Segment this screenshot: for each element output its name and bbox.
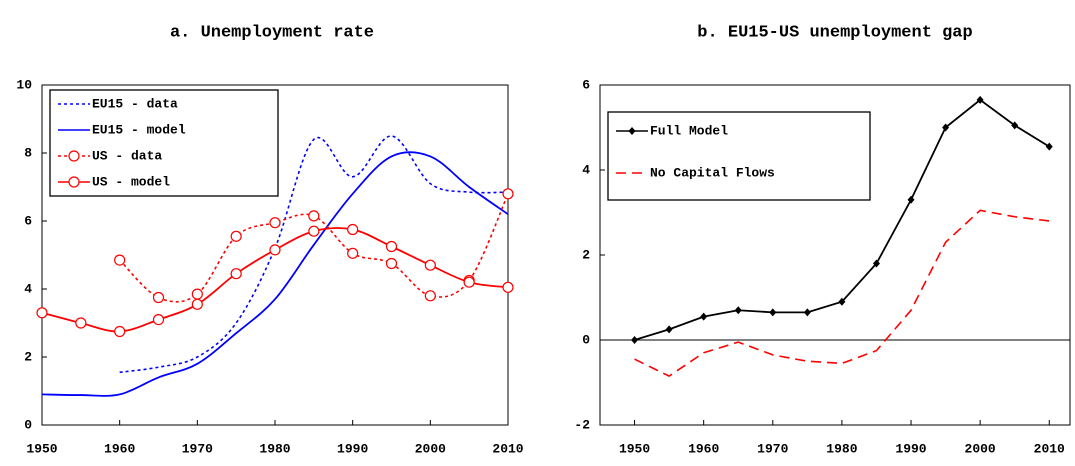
point [769, 308, 777, 317]
y-tick-label: 2 [24, 349, 32, 364]
legend-marker [68, 176, 80, 188]
legend-box [49, 89, 279, 197]
point [152, 314, 165, 326]
x-tick-label: 1950 [619, 441, 650, 456]
y-tick-label: 8 [24, 145, 32, 160]
series-line [41, 151, 509, 397]
point [1045, 142, 1053, 151]
legend-box [607, 111, 871, 201]
point [114, 325, 126, 338]
point [502, 188, 514, 200]
point [75, 317, 87, 329]
point [424, 259, 436, 271]
legend-marker [68, 150, 80, 162]
x-tick-label: 1980 [826, 441, 857, 456]
x-tick-label: 1990 [337, 441, 368, 456]
x-tick-label: 1980 [259, 441, 290, 456]
legend-label: No Capital Flows [650, 165, 775, 180]
point [907, 195, 915, 204]
point [502, 281, 514, 293]
y-tick-label: 2 [582, 247, 590, 262]
point [347, 247, 359, 259]
legend-label: US - model [92, 174, 170, 189]
x-tick-label: 1970 [182, 441, 213, 456]
y-tick-label: 0 [582, 332, 590, 347]
point [734, 306, 742, 315]
point [191, 298, 203, 310]
point [872, 259, 880, 268]
point [114, 254, 126, 266]
point [269, 217, 281, 229]
legend-label: US - data [92, 148, 162, 163]
point [152, 291, 165, 304]
point [308, 210, 320, 222]
x-tick-label: 2010 [492, 441, 523, 456]
legend-marker [628, 127, 636, 135]
x-tick-label: 1970 [757, 441, 788, 456]
point [942, 123, 950, 132]
point [1011, 121, 1019, 130]
point [385, 257, 398, 270]
point [269, 244, 281, 256]
point [700, 312, 708, 321]
point [385, 240, 398, 253]
point [230, 268, 242, 280]
point [976, 95, 984, 104]
point [36, 307, 48, 319]
x-tick-label: 1960 [104, 441, 135, 456]
y-tick-label: -2 [574, 417, 590, 432]
point [230, 230, 242, 242]
x-tick-label: 1950 [26, 441, 57, 456]
x-tick-label: 1990 [895, 441, 926, 456]
x-tick-label: 2010 [1034, 441, 1065, 456]
series-line [119, 193, 509, 303]
y-tick-label: 6 [24, 213, 32, 228]
series-line [41, 227, 509, 333]
chart-title: b. EU15-US unemployment gap [697, 23, 972, 42]
point [308, 225, 320, 237]
series-line [119, 135, 509, 374]
legend-label: EU15 - model [92, 122, 186, 137]
y-tick-label: 10 [16, 77, 32, 92]
series-line [634, 209, 1050, 378]
y-tick-label: 4 [582, 162, 590, 177]
x-tick-label: 1960 [688, 441, 719, 456]
y-tick-label: 0 [24, 417, 32, 432]
point [803, 308, 811, 317]
point [463, 276, 475, 288]
point [191, 288, 203, 300]
chart-title: a. Unemployment rate [170, 23, 374, 42]
x-tick-label: 2000 [415, 441, 446, 456]
point [665, 325, 673, 334]
x-tick-label: 2000 [965, 441, 996, 456]
y-tick-label: 4 [24, 281, 32, 296]
y-tick-label: 6 [582, 77, 590, 92]
point [838, 297, 846, 306]
legend-label: Full Model [650, 123, 728, 138]
point [631, 336, 639, 344]
point [347, 223, 359, 236]
point [424, 290, 436, 302]
legend-label: EU15 - data [92, 96, 178, 111]
